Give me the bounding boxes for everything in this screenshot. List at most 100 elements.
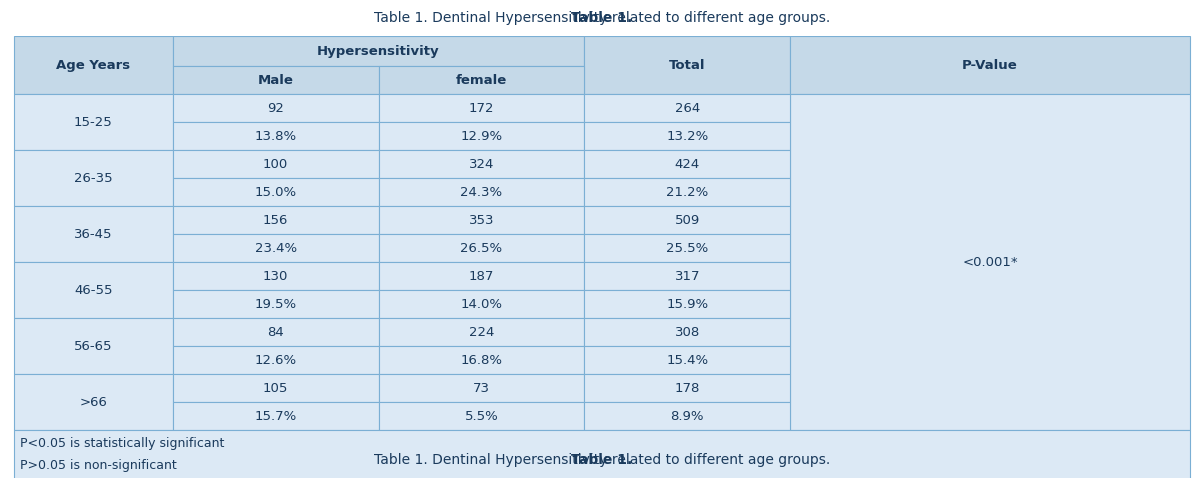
- Bar: [378, 374, 584, 402]
- Text: 509: 509: [674, 214, 700, 227]
- Text: Male: Male: [258, 74, 294, 87]
- Text: 187: 187: [468, 270, 494, 282]
- Text: 15-25: 15-25: [73, 116, 113, 129]
- Bar: [172, 178, 378, 206]
- Bar: [14, 318, 172, 374]
- Bar: [172, 122, 378, 150]
- Bar: [172, 36, 584, 66]
- Text: 130: 130: [262, 270, 288, 282]
- Text: 8.9%: 8.9%: [671, 410, 704, 423]
- Text: Total: Total: [669, 58, 706, 72]
- Text: 12.9%: 12.9%: [460, 130, 502, 142]
- Bar: [378, 94, 584, 122]
- Bar: [172, 94, 378, 122]
- Bar: [378, 234, 584, 262]
- Text: 15.9%: 15.9%: [666, 297, 708, 311]
- Bar: [584, 290, 790, 318]
- Bar: [584, 206, 790, 234]
- Bar: [790, 94, 1190, 430]
- Text: 308: 308: [674, 326, 700, 338]
- Text: Table 1. Dentinal Hypersensitivity related to different age groups.: Table 1. Dentinal Hypersensitivity relat…: [374, 453, 830, 467]
- Text: 15.4%: 15.4%: [666, 354, 708, 367]
- Text: Table 1.: Table 1.: [572, 453, 632, 467]
- Bar: [584, 346, 790, 374]
- Text: 46-55: 46-55: [75, 283, 113, 296]
- Text: 73: 73: [473, 381, 490, 394]
- Text: 105: 105: [262, 381, 288, 394]
- Bar: [378, 262, 584, 290]
- Bar: [378, 122, 584, 150]
- Text: 24.3%: 24.3%: [460, 185, 502, 198]
- Bar: [378, 318, 584, 346]
- Text: Table 1. Dentinal Hypersensitivity related to different age groups.: Table 1. Dentinal Hypersensitivity relat…: [374, 11, 830, 25]
- Bar: [14, 262, 172, 318]
- Text: >66: >66: [79, 395, 107, 409]
- Bar: [584, 178, 790, 206]
- Text: 23.4%: 23.4%: [254, 241, 296, 254]
- Text: 12.6%: 12.6%: [254, 354, 296, 367]
- Text: 5.5%: 5.5%: [465, 410, 498, 423]
- Bar: [172, 234, 378, 262]
- Text: 13.8%: 13.8%: [254, 130, 296, 142]
- Bar: [172, 346, 378, 374]
- Text: <0.001*: <0.001*: [962, 256, 1017, 269]
- Text: 317: 317: [674, 270, 700, 282]
- Text: 353: 353: [468, 214, 494, 227]
- Bar: [14, 150, 172, 206]
- Text: Age Years: Age Years: [57, 58, 130, 72]
- Bar: [790, 36, 1190, 94]
- Bar: [172, 402, 378, 430]
- Bar: [378, 150, 584, 178]
- Text: 25.5%: 25.5%: [666, 241, 708, 254]
- Text: 15.0%: 15.0%: [254, 185, 296, 198]
- Bar: [14, 374, 172, 430]
- Text: 13.2%: 13.2%: [666, 130, 708, 142]
- Bar: [172, 318, 378, 346]
- Text: 15.7%: 15.7%: [254, 410, 296, 423]
- Bar: [584, 122, 790, 150]
- Text: 21.2%: 21.2%: [666, 185, 708, 198]
- Text: 224: 224: [468, 326, 494, 338]
- Text: 16.8%: 16.8%: [460, 354, 502, 367]
- Text: P<0.05 is statistically significant: P<0.05 is statistically significant: [20, 437, 224, 450]
- Bar: [584, 36, 790, 94]
- Bar: [14, 94, 172, 150]
- Text: 19.5%: 19.5%: [254, 297, 296, 311]
- Text: 172: 172: [468, 101, 494, 115]
- Text: 56-65: 56-65: [75, 339, 113, 352]
- Bar: [172, 66, 378, 94]
- Text: P-Value: P-Value: [962, 58, 1017, 72]
- Bar: [584, 150, 790, 178]
- Bar: [14, 206, 172, 262]
- Text: 100: 100: [262, 157, 288, 171]
- Text: 92: 92: [267, 101, 284, 115]
- Text: 324: 324: [468, 157, 494, 171]
- Bar: [172, 290, 378, 318]
- Bar: [14, 430, 1190, 478]
- Bar: [172, 206, 378, 234]
- Bar: [172, 374, 378, 402]
- Text: Hypersensitivity: Hypersensitivity: [317, 44, 439, 57]
- Text: 264: 264: [674, 101, 700, 115]
- Text: Table 1.: Table 1.: [572, 11, 632, 25]
- Text: 424: 424: [674, 157, 700, 171]
- Text: 84: 84: [267, 326, 284, 338]
- Bar: [14, 36, 172, 94]
- Text: 156: 156: [262, 214, 288, 227]
- Bar: [584, 402, 790, 430]
- Bar: [584, 94, 790, 122]
- Bar: [584, 234, 790, 262]
- Bar: [378, 178, 584, 206]
- Bar: [584, 262, 790, 290]
- Bar: [378, 346, 584, 374]
- Text: 26-35: 26-35: [75, 172, 113, 185]
- Bar: [378, 402, 584, 430]
- Bar: [584, 318, 790, 346]
- Bar: [378, 206, 584, 234]
- Bar: [0, 0, 1204, 36]
- Text: 14.0%: 14.0%: [460, 297, 502, 311]
- Text: 178: 178: [674, 381, 700, 394]
- Bar: [378, 290, 584, 318]
- Bar: [584, 374, 790, 402]
- Bar: [378, 66, 584, 94]
